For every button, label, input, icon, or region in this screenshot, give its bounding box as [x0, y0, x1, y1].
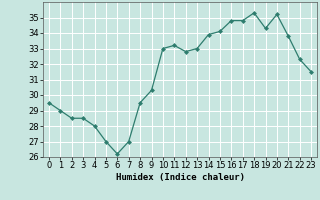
X-axis label: Humidex (Indice chaleur): Humidex (Indice chaleur) [116, 173, 244, 182]
